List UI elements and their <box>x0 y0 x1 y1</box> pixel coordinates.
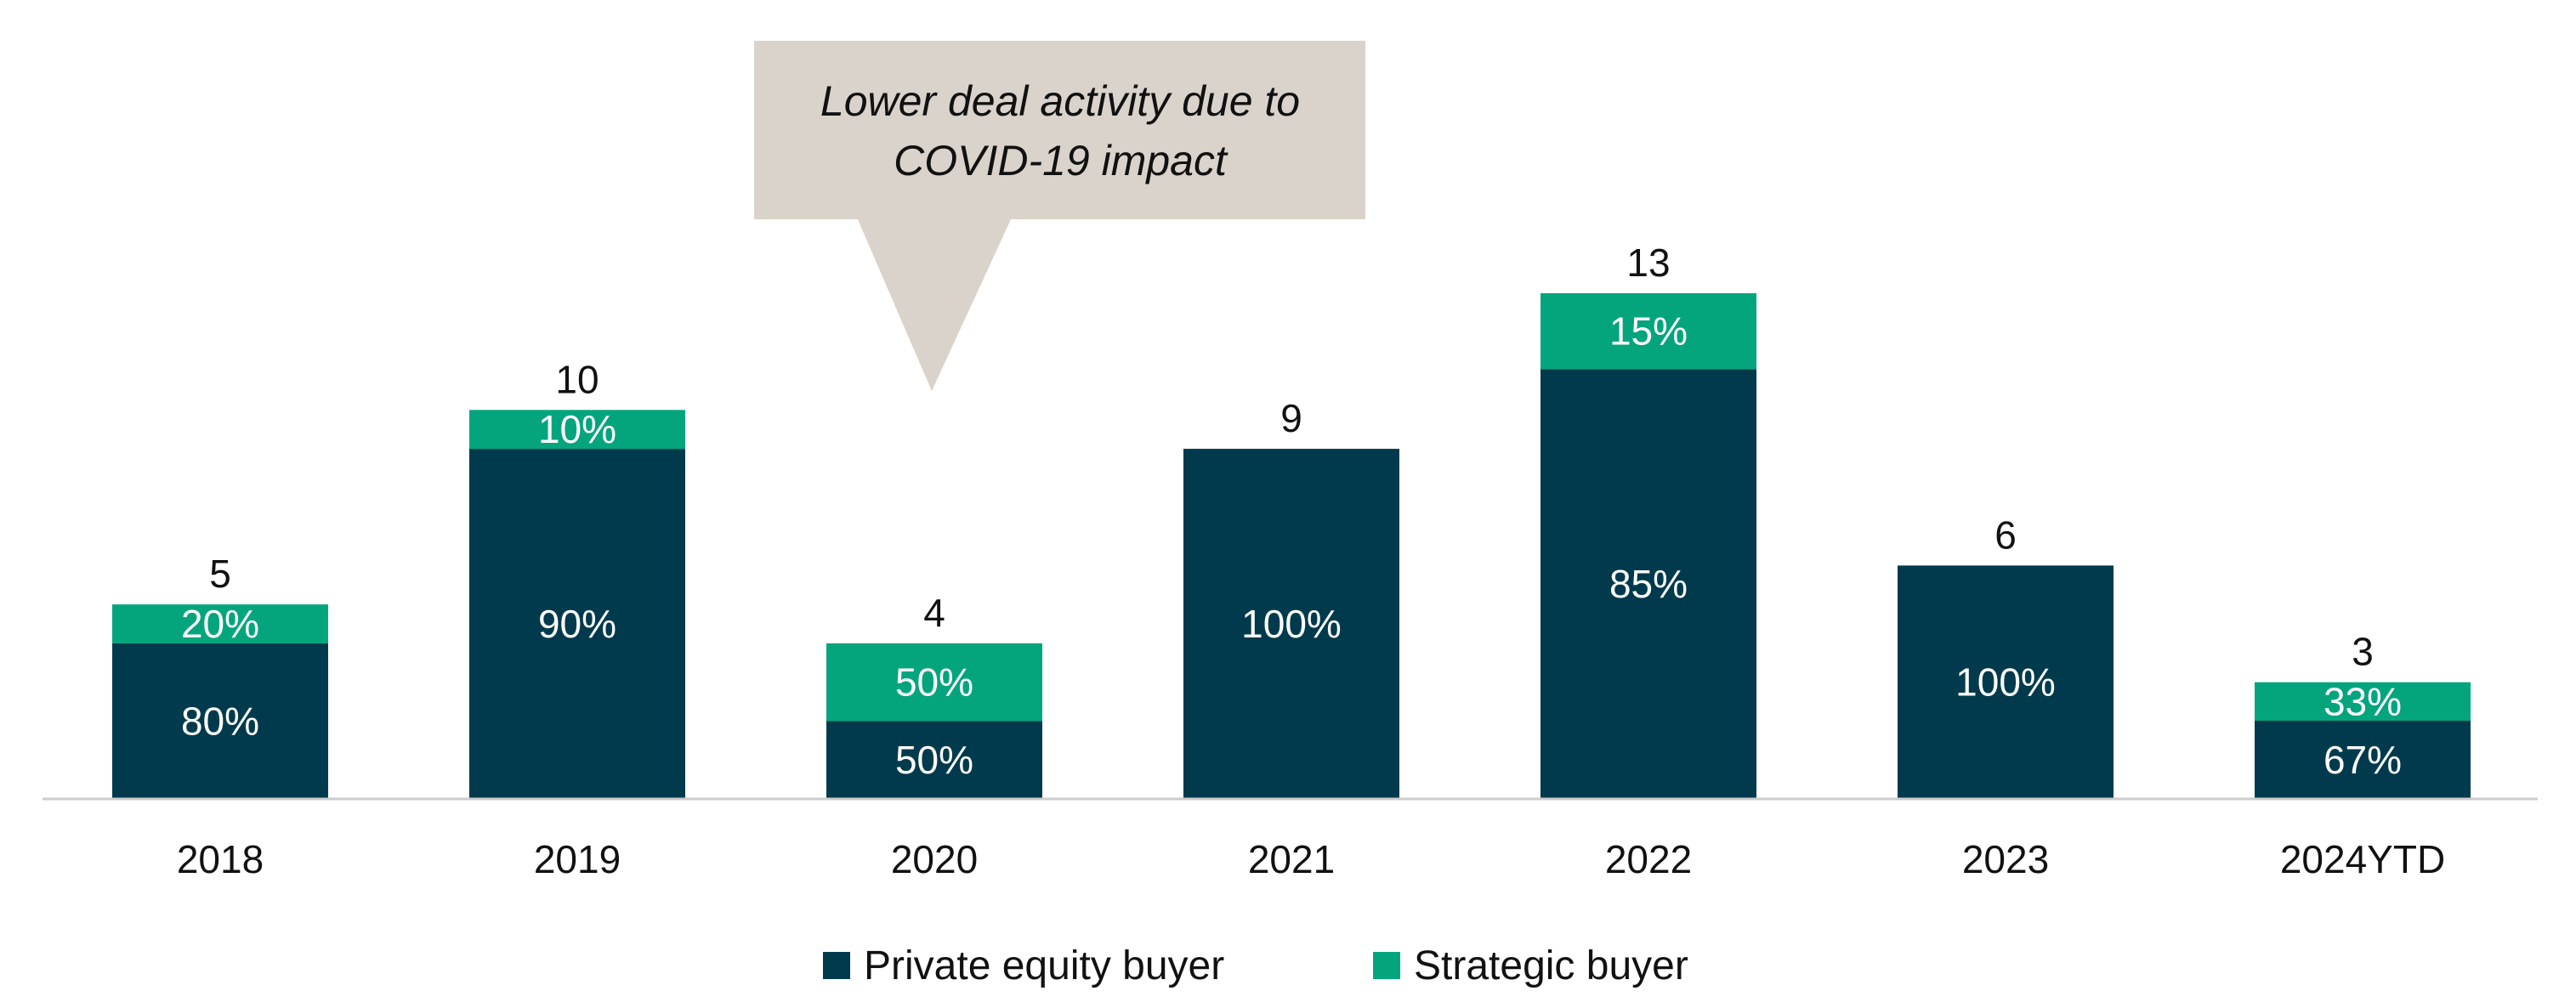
x-tick-2024YTD: 2024YTD <box>2280 837 2445 881</box>
callout-box <box>754 41 1365 219</box>
label-strategic-2022: 15% <box>1609 309 1688 354</box>
label-strategic-2020: 50% <box>895 660 973 705</box>
label-strategic-2024YTD: 33% <box>2324 679 2402 723</box>
label-strategic-2019: 10% <box>538 407 616 451</box>
legend-label-strategic: Strategic buyer <box>1414 943 1688 988</box>
label-private-equity-2019: 90% <box>538 602 616 646</box>
annotation-callout: Lower deal activity due to COVID-19 impa… <box>754 41 1365 391</box>
label-private-equity-2020: 50% <box>895 738 973 782</box>
callout-text-line-1: Lower deal activity due to <box>820 77 1300 125</box>
label-strategic-2018: 20% <box>181 602 259 646</box>
label-private-equity-2021: 100% <box>1241 602 1342 646</box>
x-tick-2023: 2023 <box>1962 837 2049 881</box>
total-label-2022: 13 <box>1626 241 1670 285</box>
label-private-equity-2022: 85% <box>1609 562 1688 606</box>
callout-text-line-2: COVID-19 impact <box>894 137 1228 184</box>
legend-swatch-strategic <box>1373 952 1400 979</box>
x-tick-2018: 2018 <box>177 837 264 881</box>
label-private-equity-2018: 80% <box>181 699 259 743</box>
x-tick-2021: 2021 <box>1248 837 1335 881</box>
legend: Private equity buyer Strategic buyer <box>823 943 1688 988</box>
total-label-2018: 5 <box>209 552 231 596</box>
total-label-2019: 10 <box>555 357 599 401</box>
x-tick-labels: 2018 2019 2020 2021 2022 2023 2024YTD <box>177 837 2445 881</box>
legend-label-private-equity: Private equity buyer <box>864 943 1224 988</box>
x-tick-2022: 2022 <box>1605 837 1692 881</box>
total-label-2024YTD: 3 <box>2352 630 2374 674</box>
total-label-2021: 9 <box>1280 396 1302 440</box>
label-private-equity-2023: 100% <box>1955 660 2056 705</box>
x-tick-2020: 2020 <box>891 837 978 881</box>
total-label-2023: 6 <box>1994 512 2017 557</box>
bars-layer: 80% 20% 5 90% 10% 10 50% 50% 4 100% 9 85% 15% 13 100% 6… <box>112 241 2471 799</box>
total-label-2020: 4 <box>923 591 945 635</box>
callout-pointer <box>857 218 1012 391</box>
legend-swatch-private-equity <box>823 952 850 979</box>
x-tick-2019: 2019 <box>534 837 621 881</box>
label-private-equity-2024YTD: 67% <box>2324 738 2402 782</box>
